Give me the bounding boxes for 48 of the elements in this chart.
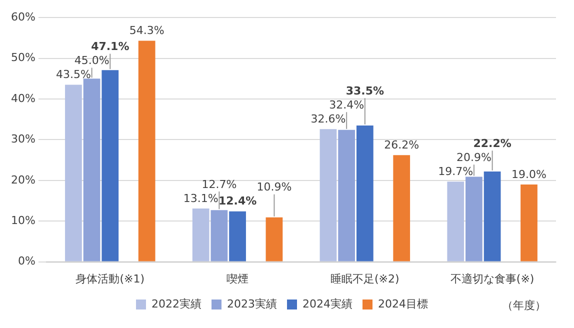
bar	[356, 125, 374, 262]
y-tick-label: 50%	[10, 51, 36, 64]
data-label: 19.0%	[512, 168, 546, 181]
bar	[466, 176, 482, 262]
data-label: 45.0%	[74, 54, 110, 68]
data-label: 47.1%	[91, 40, 130, 54]
data-label: 26.2%	[384, 138, 420, 152]
bar	[83, 78, 100, 262]
text: （年度）	[502, 298, 546, 312]
x-tick-label: 身体活動(※1)	[76, 272, 145, 286]
data-label: 22.2%	[473, 136, 512, 150]
x-tick-label: 睡眠不足(※2)	[330, 272, 400, 286]
bar	[393, 155, 410, 262]
y-tick-label: 10%	[10, 214, 36, 227]
data-label: 12.4%	[218, 194, 257, 208]
data-label: 19.7%	[438, 164, 474, 178]
y-tick-label: 30%	[10, 132, 36, 146]
y-tick-label: 60%	[10, 10, 36, 24]
y-tick-label: 20%	[10, 173, 36, 186]
data-label: 20.9%	[456, 150, 492, 164]
bar	[266, 217, 283, 262]
bar	[210, 210, 228, 262]
bar	[338, 130, 356, 262]
bar	[65, 84, 82, 262]
bar	[229, 211, 246, 262]
bar	[320, 129, 337, 262]
bar	[484, 171, 501, 262]
legend-label: 2024実績	[302, 297, 352, 310]
legend-label: 2024目標	[378, 297, 428, 310]
data-label: 54.3%	[129, 24, 164, 38]
data-label: 32.4%	[329, 98, 364, 112]
bar	[102, 70, 119, 262]
data-label: 12.7%	[202, 178, 237, 191]
x-tick-label: 不適切な食事(※)	[450, 272, 534, 286]
bar	[192, 208, 210, 262]
data-label: 13.1%	[183, 192, 218, 205]
y-tick-label: 40%	[10, 92, 36, 105]
data-label: 32.6%	[310, 112, 346, 126]
bar	[520, 184, 538, 262]
y-tick-label: 0%	[18, 254, 36, 268]
x-tick-label: 喫煙	[226, 272, 249, 286]
data-label: 33.5%	[346, 84, 384, 98]
legend-label: 2023実績	[227, 297, 278, 310]
bar	[138, 40, 156, 262]
legend-label: 2022実績	[152, 297, 202, 310]
bar	[447, 182, 464, 262]
data-label: 43.5%	[56, 68, 91, 82]
data-label: 10.9%	[256, 180, 292, 194]
